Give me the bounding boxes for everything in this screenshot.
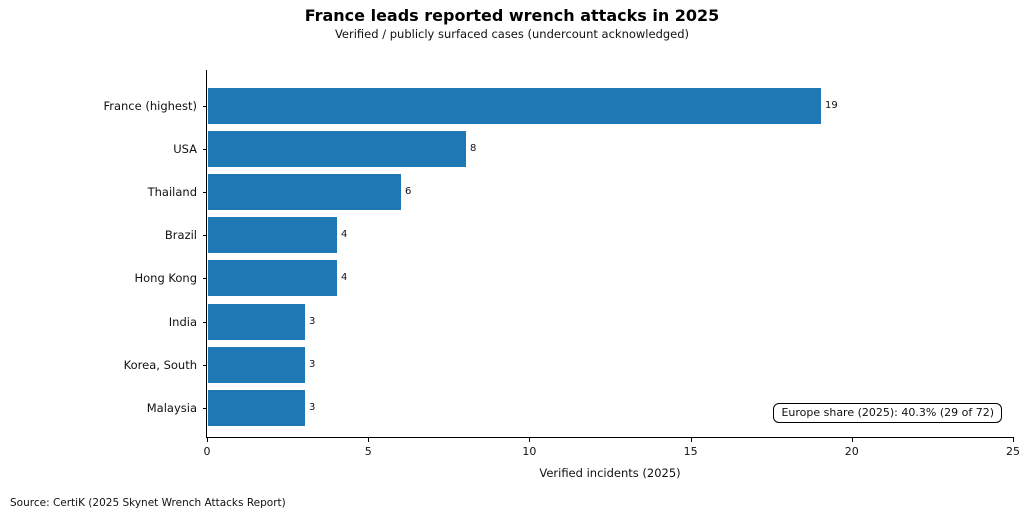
source-note: Source: CertiK (2025 Skynet Wrench Attac… <box>10 497 286 509</box>
bar <box>208 87 821 124</box>
chart-subtitle: Verified / publicly surfaced cases (unde… <box>334 27 690 41</box>
x-tick-label: 10 <box>522 445 537 458</box>
x-tick-label: 0 <box>203 445 211 458</box>
category-label: Brazil <box>164 228 197 243</box>
x-tick-mark <box>207 438 208 442</box>
annotation-box: Europe share (2025): 40.3% (29 of 72) <box>773 403 1002 423</box>
bar <box>208 260 337 297</box>
category-label: Malaysia <box>146 401 197 415</box>
bar-value-label: 4 <box>341 272 348 284</box>
category-label: Thailand <box>147 184 197 199</box>
bar-value-label: 3 <box>309 315 316 327</box>
bar-value-label: 19 <box>825 99 838 111</box>
x-tick-mark <box>368 438 370 442</box>
bar <box>208 390 305 426</box>
category-label: France (highest) <box>103 98 197 113</box>
y-tick-mark <box>203 235 207 237</box>
y-tick-mark <box>203 321 207 323</box>
bar <box>208 346 305 383</box>
bar-value-label: 4 <box>341 229 348 241</box>
y-tick-mark <box>203 364 207 366</box>
y-tick-mark <box>203 105 207 107</box>
x-axis-spine <box>206 437 1014 438</box>
y-tick-mark <box>203 408 207 409</box>
x-tick-label: 20 <box>844 445 859 458</box>
bar <box>208 173 401 210</box>
bar-value-label: 6 <box>405 185 412 197</box>
y-tick-mark <box>203 278 207 280</box>
bar <box>208 303 305 340</box>
x-tick-mark <box>529 438 531 442</box>
bar-value-label: 3 <box>309 402 316 413</box>
bar <box>208 130 466 167</box>
x-axis-label: Verified incidents (2025) <box>539 466 681 480</box>
category-label: India <box>168 314 197 329</box>
x-tick-label: 15 <box>683 445 698 458</box>
x-tick-mark <box>1013 438 1014 442</box>
x-tick-label: 25 <box>1006 445 1020 458</box>
y-tick-mark <box>203 191 207 193</box>
y-axis-spine <box>206 70 207 438</box>
chart-title: France leads reported wrench attacks in … <box>304 6 720 25</box>
category-label: USA <box>173 141 197 156</box>
category-label: Korea, South <box>123 357 197 372</box>
x-tick-label: 5 <box>364 445 372 458</box>
x-tick-mark <box>851 438 853 442</box>
category-label: Hong Kong <box>134 271 197 286</box>
y-tick-mark <box>203 148 207 150</box>
bar-value-label: 3 <box>309 358 316 370</box>
bar-value-label: 8 <box>470 142 477 154</box>
x-tick-mark <box>690 438 692 442</box>
bar <box>208 217 337 254</box>
